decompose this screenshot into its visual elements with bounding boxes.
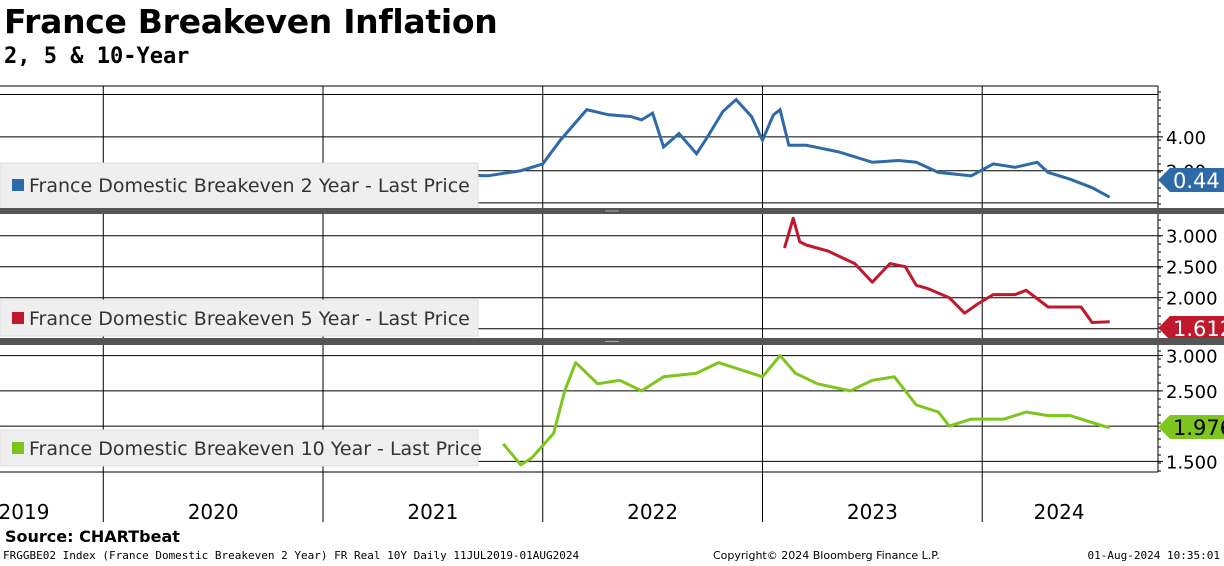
legend-box [0, 429, 479, 467]
x-tick-label: 2024 [1034, 500, 1085, 524]
chart-title: France Breakeven Inflation [4, 2, 498, 41]
footer-index-info: FRGGBE02 Index (France Domestic Breakeve… [3, 549, 580, 562]
y-tick-label: 3.000 [1166, 227, 1218, 248]
y-tick-label: 2.500 [1166, 382, 1218, 403]
legend-label: France Domestic Breakeven 2 Year - Last … [29, 175, 470, 197]
legend-swatch [12, 442, 24, 454]
legend-1: France Domestic Breakeven 5 Year - Last … [0, 299, 479, 337]
x-tick-label: 2023 [847, 500, 898, 524]
last-value-tag: 0.44 [1158, 168, 1224, 193]
y-tick-label: 2.500 [1166, 258, 1218, 279]
legend-0: France Domestic Breakeven 2 Year - Last … [0, 162, 479, 210]
source-label: Source: CHARTbeat [5, 527, 180, 546]
last-value-text: 1.612 [1173, 317, 1224, 341]
x-tick-label: 2022 [627, 500, 678, 524]
y-tick-label: 3.000 [1166, 347, 1218, 368]
y-tick-label: 1.500 [1166, 452, 1218, 473]
footer-timestamp: 01-Aug-2024 10:35:01 [1087, 549, 1220, 562]
legend-swatch [12, 312, 24, 324]
series-line-5y [783, 216, 1110, 324]
series-line-10y [502, 354, 1111, 467]
last-value-text: 0.44 [1173, 169, 1220, 193]
last-value-badge [1158, 316, 1224, 340]
x-tick-label: 2021 [407, 500, 458, 524]
last-value-text: 1.976 [1173, 416, 1224, 440]
last-value-badge [1158, 168, 1224, 192]
last-value-tag: 1.976 [1158, 415, 1224, 440]
y-tick-label: 4.00 [1166, 128, 1206, 149]
x-tick-label: 2019 [0, 500, 49, 524]
legend-label: France Domestic Breakeven 5 Year - Last … [29, 308, 470, 330]
legend-box [0, 299, 479, 337]
legend-label: France Domestic Breakeven 10 Year - Last… [29, 438, 482, 460]
y-tick-label: 2.000 [1166, 289, 1218, 310]
x-tick-label: 2020 [188, 500, 239, 524]
legend-swatch [12, 179, 24, 191]
footer-copyright: Copyright© 2024 Bloomberg Finance L.P. [713, 549, 940, 562]
legend-2: France Domestic Breakeven 10 Year - Last… [0, 429, 482, 467]
last-value-tag: 1.612 [1158, 316, 1224, 341]
last-value-badge [1158, 415, 1224, 439]
chart-subtitle: 2, 5 & 10-Year [4, 44, 190, 69]
series-line-2y [388, 97, 1111, 199]
